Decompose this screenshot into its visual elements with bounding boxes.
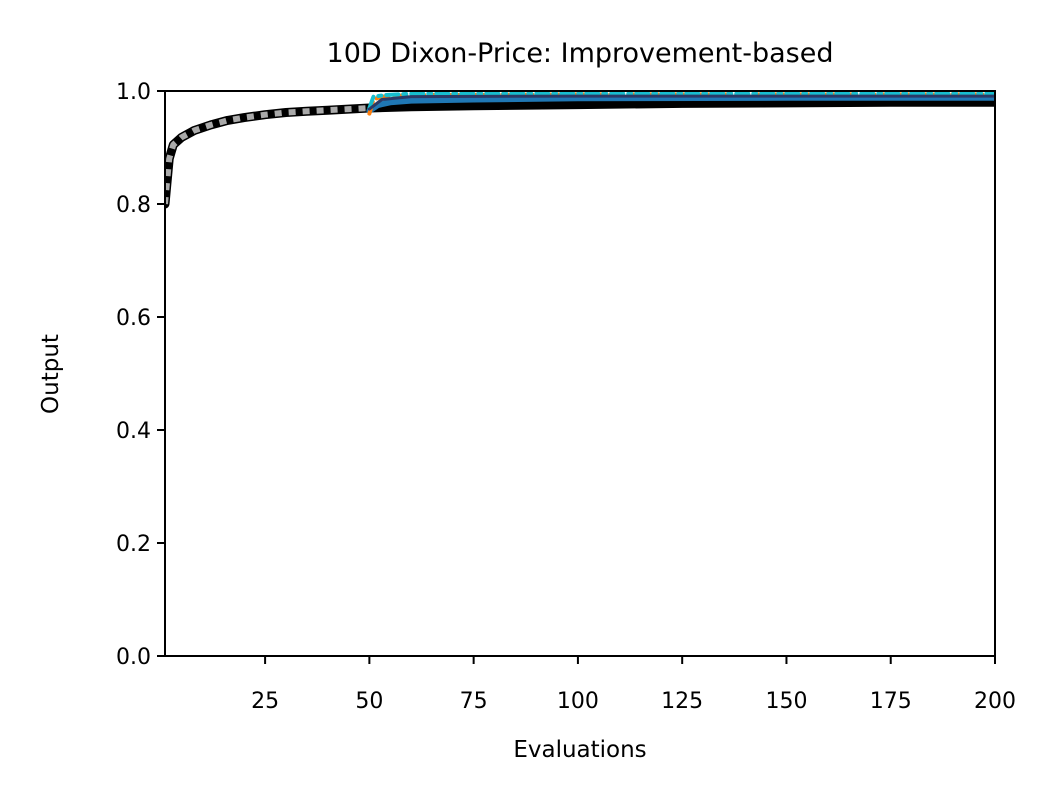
y-tick-label-4: 0.8 [116,193,151,218]
y-tick-label-3: 0.6 [116,306,151,331]
axes: 25 50 75 100 125 150 175 200 0.0 0.2 0.4 0.6 0.8 1.0 [116,80,1016,714]
y-axis-label: Output [38,334,64,414]
x-tick-label-5: 150 [765,689,807,714]
x-axis-label: Evaluations [513,737,646,763]
x-tick-label-6: 175 [870,689,912,714]
series-line-1 [165,105,370,205]
x-tick-label-1: 50 [355,689,383,714]
x-tick-label-3: 100 [557,689,599,714]
plot-frame [164,90,996,657]
y-tick-label-5: 1.0 [116,80,151,105]
series-line-5 [367,94,995,111]
x-tick-label-7: 200 [974,689,1016,714]
x-tick-label-4: 125 [661,689,703,714]
chart-title: 10D Dixon-Price: Improvement-based [327,38,834,69]
series-line-4 [367,91,995,110]
x-tick-label-0: 25 [251,689,279,714]
y-tick-label-1: 0.2 [116,532,151,557]
x-tick-label-2: 75 [460,689,488,714]
y-tick-label-0: 0.0 [116,645,151,670]
plot-area [165,91,995,209]
series-line-2 [366,94,995,114]
series-line-0 [165,97,995,209]
y-tick-label-2: 0.4 [116,419,151,444]
